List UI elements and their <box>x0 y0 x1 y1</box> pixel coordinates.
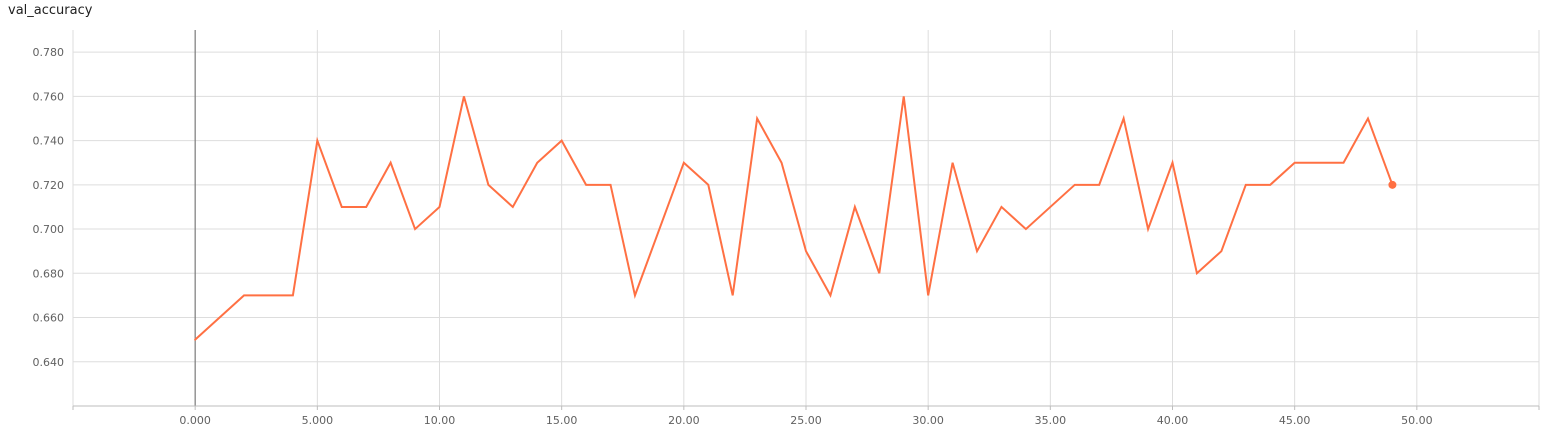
x-tick-label: 25.00 <box>790 414 822 427</box>
x-tick-label: 20.00 <box>668 414 700 427</box>
x-tick-label: 30.00 <box>912 414 944 427</box>
tick-labels: 0.640 0.660 0.680 0.700 0.720 0.740 0.760 0.780… <box>33 46 1433 427</box>
last-point-marker <box>1388 180 1397 189</box>
y-tick-label: 0.700 <box>33 223 65 236</box>
x-tick-label: 15.00 <box>546 414 578 427</box>
axes <box>72 30 1540 410</box>
grid-lines <box>73 30 1539 406</box>
y-tick-label: 0.640 <box>33 356 65 369</box>
x-tick-label: 50.00 <box>1401 414 1433 427</box>
series-line <box>194 96 1394 341</box>
x-tick-label: 0.000 <box>179 414 211 427</box>
x-tick-label: 10.00 <box>424 414 456 427</box>
x-tick-label: 45.00 <box>1279 414 1311 427</box>
y-tick-label: 0.720 <box>33 179 65 192</box>
y-tick-label: 0.740 <box>33 135 65 148</box>
y-tick-label: 0.680 <box>33 267 65 280</box>
x-tick-label: 35.00 <box>1035 414 1067 427</box>
y-tick-label: 0.780 <box>33 46 65 59</box>
series-group <box>194 96 1397 341</box>
y-tick-label: 0.760 <box>33 90 65 103</box>
y-tick-label: 0.660 <box>33 312 65 325</box>
x-tick-label: 40.00 <box>1157 414 1189 427</box>
chart-title: val_accuracy <box>8 3 93 18</box>
x-tick-label: 5.000 <box>302 414 334 427</box>
